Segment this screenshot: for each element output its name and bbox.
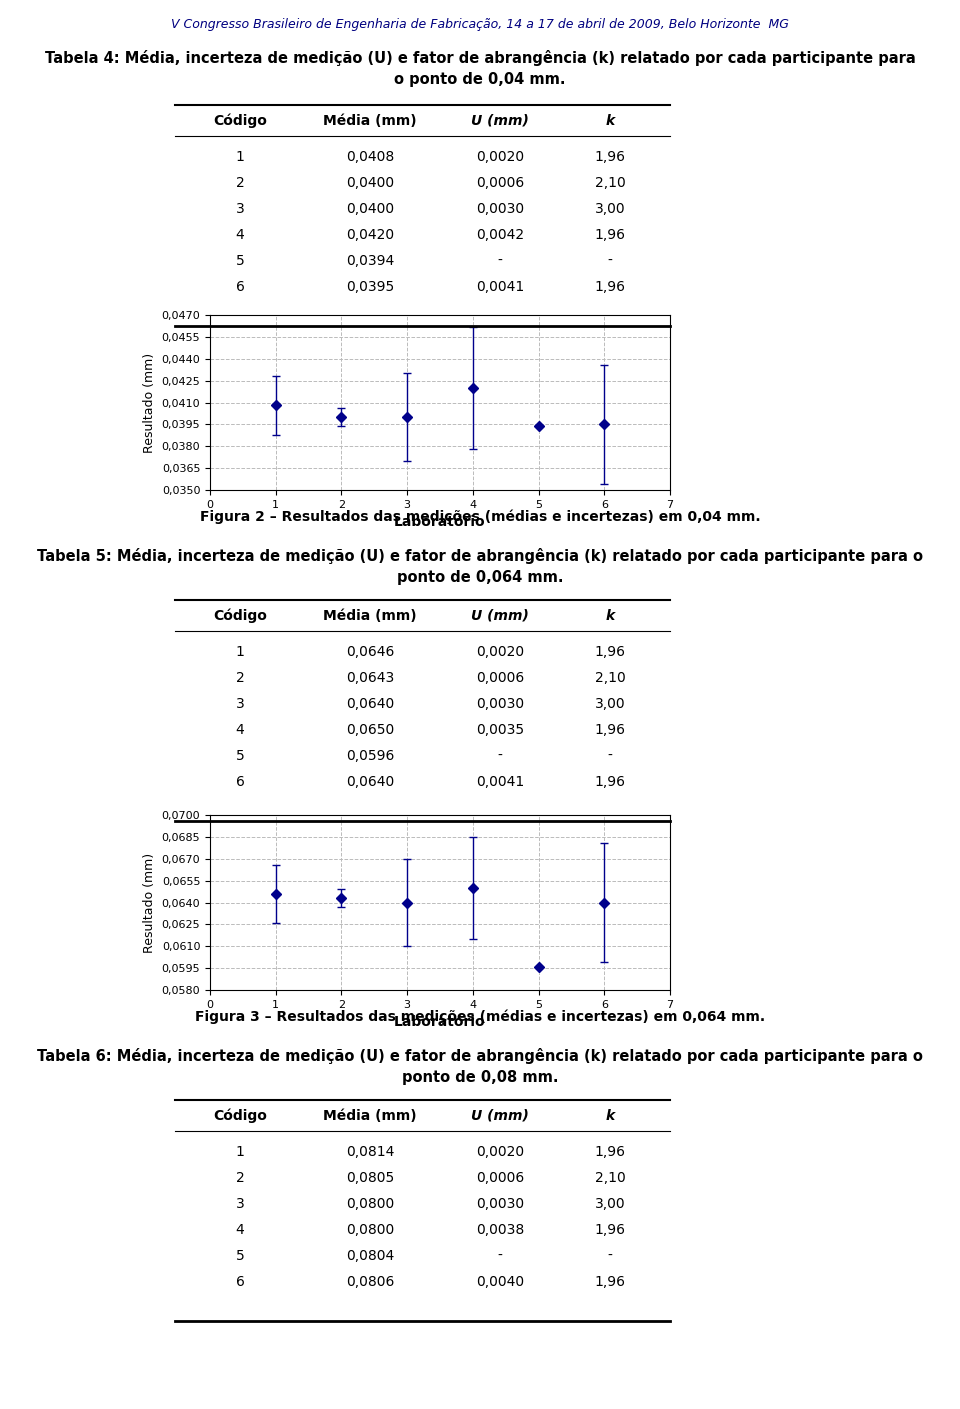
Text: -: -	[608, 750, 612, 764]
Text: 0,0806: 0,0806	[346, 1275, 395, 1289]
Text: 4: 4	[235, 1223, 245, 1237]
Text: 0,0394: 0,0394	[346, 254, 395, 268]
Text: 1,96: 1,96	[594, 1146, 626, 1160]
Text: -: -	[608, 1248, 612, 1262]
Text: Média (mm): Média (mm)	[324, 1109, 417, 1123]
Text: Tabela 6: Média, incerteza de medição (U) e fator de abrangência (k) relatado po: Tabela 6: Média, incerteza de medição (U…	[37, 1048, 923, 1064]
Text: 0,0041: 0,0041	[476, 280, 524, 294]
X-axis label: Laboratório: Laboratório	[395, 1016, 486, 1030]
Text: 5: 5	[235, 1248, 245, 1262]
Text: 1,96: 1,96	[594, 228, 626, 242]
Text: 0,0800: 0,0800	[346, 1223, 395, 1237]
Text: k: k	[606, 1109, 614, 1123]
Text: 2: 2	[235, 671, 245, 685]
Text: 0,0035: 0,0035	[476, 723, 524, 737]
Text: 3: 3	[235, 697, 245, 712]
Text: 0,0020: 0,0020	[476, 149, 524, 163]
Text: U (mm): U (mm)	[471, 114, 529, 128]
Text: 0,0640: 0,0640	[346, 697, 395, 712]
Text: 4: 4	[235, 723, 245, 737]
Text: 0,0400: 0,0400	[346, 201, 394, 216]
Text: 0,0038: 0,0038	[476, 1223, 524, 1237]
Text: 0,0042: 0,0042	[476, 228, 524, 242]
Text: k: k	[606, 114, 614, 128]
Text: 2,10: 2,10	[594, 671, 625, 685]
Text: -: -	[497, 254, 502, 268]
Text: Código: Código	[213, 1109, 267, 1123]
Text: 2: 2	[235, 176, 245, 190]
Text: ponto de 0,064 mm.: ponto de 0,064 mm.	[396, 571, 564, 585]
Text: 0,0030: 0,0030	[476, 697, 524, 712]
Text: 0,0650: 0,0650	[346, 723, 395, 737]
Text: 2,10: 2,10	[594, 1171, 625, 1185]
Text: 1: 1	[235, 1146, 245, 1160]
Text: 0,0800: 0,0800	[346, 1198, 395, 1210]
Text: 2,10: 2,10	[594, 176, 625, 190]
Text: 0,0030: 0,0030	[476, 1198, 524, 1210]
Text: 1: 1	[235, 149, 245, 163]
Text: 1,96: 1,96	[594, 280, 626, 294]
X-axis label: Laboratório: Laboratório	[395, 516, 486, 530]
Text: 1,96: 1,96	[594, 149, 626, 163]
Text: 0,0395: 0,0395	[346, 280, 395, 294]
Text: -: -	[497, 1248, 502, 1262]
Text: 0,0596: 0,0596	[346, 750, 395, 764]
Text: 3: 3	[235, 201, 245, 216]
Text: ponto de 0,08 mm.: ponto de 0,08 mm.	[401, 1069, 559, 1085]
Text: 0,0420: 0,0420	[346, 228, 394, 242]
Text: 0,0805: 0,0805	[346, 1171, 395, 1185]
Text: 3,00: 3,00	[594, 697, 625, 712]
Text: 0,0020: 0,0020	[476, 1146, 524, 1160]
Text: 0,0640: 0,0640	[346, 775, 395, 789]
Text: Média (mm): Média (mm)	[324, 609, 417, 623]
Text: Figura 2 – Resultados das medições (médias e incertezas) em 0,04 mm.: Figura 2 – Resultados das medições (médi…	[200, 510, 760, 524]
Y-axis label: Resultado (mm): Resultado (mm)	[143, 352, 156, 452]
Text: 6: 6	[235, 775, 245, 789]
Text: 1,96: 1,96	[594, 1223, 626, 1237]
Text: Código: Código	[213, 609, 267, 623]
Text: 4: 4	[235, 228, 245, 242]
Text: 3,00: 3,00	[594, 201, 625, 216]
Text: 0,0643: 0,0643	[346, 671, 395, 685]
Text: Figura 3 – Resultados das medições (médias e incertezas) em 0,064 mm.: Figura 3 – Resultados das medições (médi…	[195, 1010, 765, 1024]
Text: 2: 2	[235, 1171, 245, 1185]
Text: k: k	[606, 609, 614, 623]
Text: 6: 6	[235, 1275, 245, 1289]
Text: 3,00: 3,00	[594, 1198, 625, 1210]
Text: 1,96: 1,96	[594, 1275, 626, 1289]
Text: 1: 1	[235, 645, 245, 659]
Text: U (mm): U (mm)	[471, 1109, 529, 1123]
Text: 0,0006: 0,0006	[476, 1171, 524, 1185]
Text: U (mm): U (mm)	[471, 609, 529, 623]
Text: 0,0814: 0,0814	[346, 1146, 395, 1160]
Text: Tabela 4: Média, incerteza de medição (U) e fator de abrangência (k) relatado po: Tabela 4: Média, incerteza de medição (U…	[44, 49, 916, 66]
Text: -: -	[608, 254, 612, 268]
Text: Código: Código	[213, 113, 267, 128]
Text: 0,0020: 0,0020	[476, 645, 524, 659]
Text: 5: 5	[235, 750, 245, 764]
Text: 0,0646: 0,0646	[346, 645, 395, 659]
Text: 1,96: 1,96	[594, 645, 626, 659]
Text: -: -	[497, 750, 502, 764]
Text: 0,0006: 0,0006	[476, 176, 524, 190]
Text: Média (mm): Média (mm)	[324, 114, 417, 128]
Text: 0,0006: 0,0006	[476, 671, 524, 685]
Text: 0,0040: 0,0040	[476, 1275, 524, 1289]
Text: 0,0030: 0,0030	[476, 201, 524, 216]
Text: 0,0408: 0,0408	[346, 149, 395, 163]
Text: 6: 6	[235, 280, 245, 294]
Text: 0,0041: 0,0041	[476, 775, 524, 789]
Y-axis label: Resultado (mm): Resultado (mm)	[143, 852, 156, 952]
Text: 0,0400: 0,0400	[346, 176, 394, 190]
Text: Tabela 5: Média, incerteza de medição (U) e fator de abrangência (k) relatado po: Tabela 5: Média, incerteza de medição (U…	[37, 548, 923, 564]
Text: o ponto de 0,04 mm.: o ponto de 0,04 mm.	[395, 72, 565, 87]
Text: 3: 3	[235, 1198, 245, 1210]
Text: 1,96: 1,96	[594, 723, 626, 737]
Text: 1,96: 1,96	[594, 775, 626, 789]
Text: V Congresso Brasileiro de Engenharia de Fabricação, 14 a 17 de abril de 2009, Be: V Congresso Brasileiro de Engenharia de …	[171, 18, 789, 31]
Text: 5: 5	[235, 254, 245, 268]
Text: 0,0804: 0,0804	[346, 1248, 395, 1262]
